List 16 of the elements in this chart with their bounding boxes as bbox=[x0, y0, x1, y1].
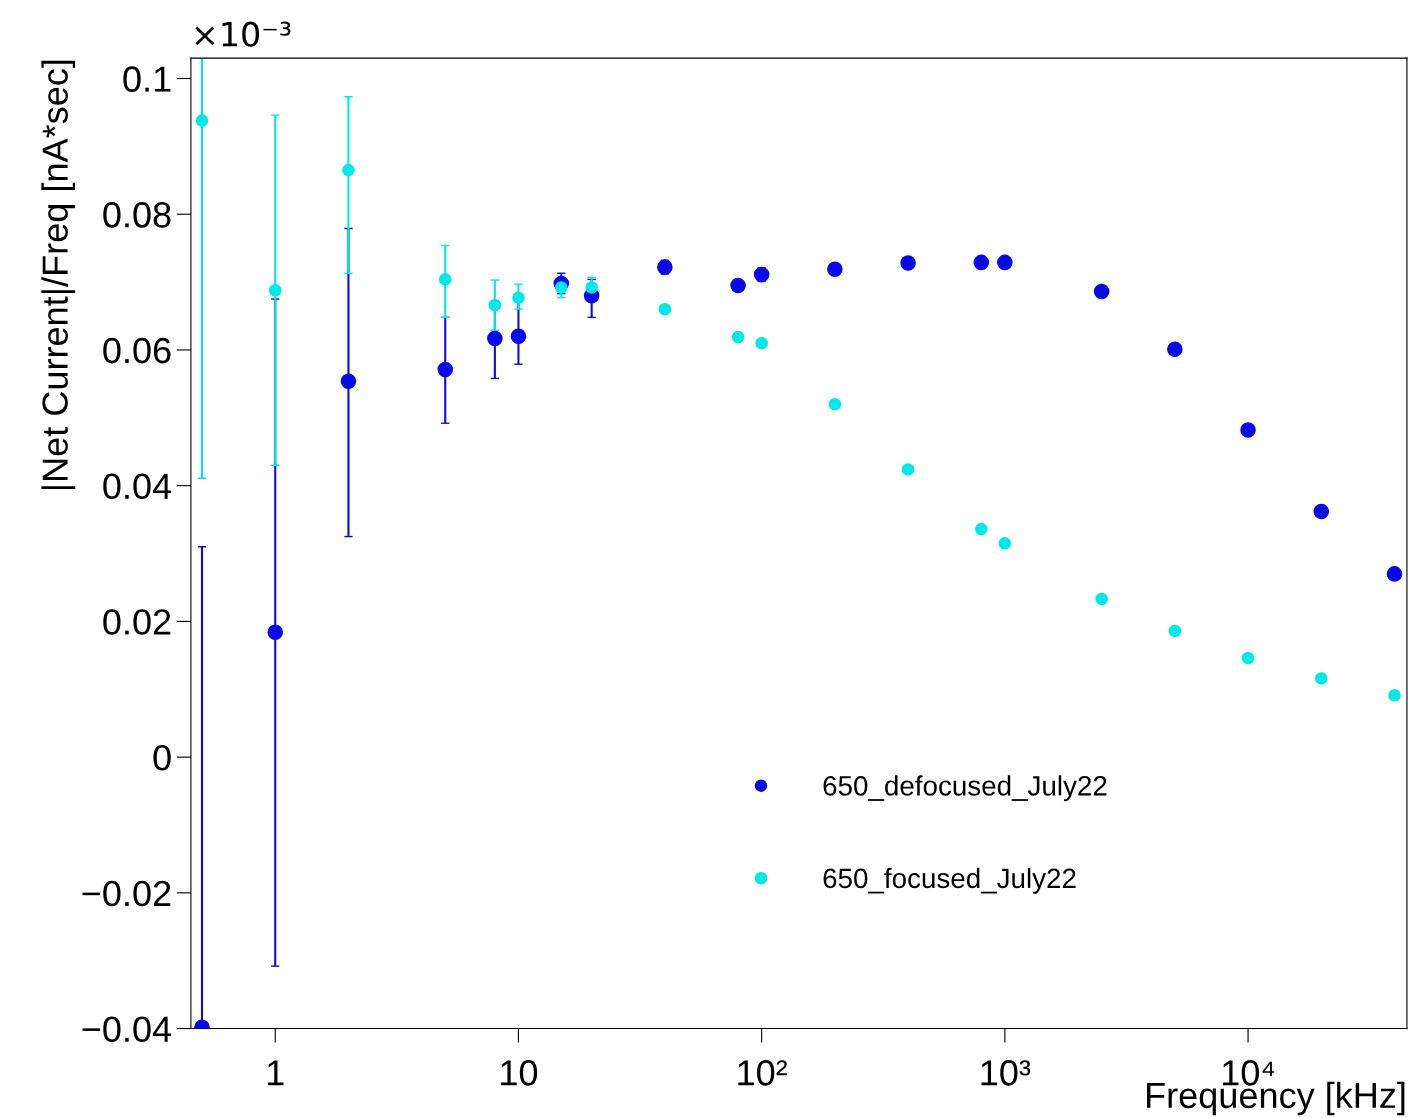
y-tick-label: 0.02 bbox=[103, 609, 171, 635]
y-tick-label: 0.08 bbox=[103, 202, 171, 228]
x-tick-label: 10² bbox=[738, 1060, 788, 1086]
x-tick-label: 10³ bbox=[981, 1060, 1031, 1086]
text: ×10⁻³ bbox=[195, 21, 291, 47]
y-tick-label: 0.04 bbox=[103, 473, 172, 500]
y-tick-label: 0 bbox=[153, 744, 171, 771]
y-axis-title: |Net Current|/Freq [nA*sec] bbox=[41, 60, 76, 490]
y-tick-label: 0.06 bbox=[103, 337, 171, 364]
x-tick-label: 1 bbox=[267, 1060, 284, 1086]
legend-label: 650_focused_July22 bbox=[823, 867, 1076, 894]
y-tick-label: −0.04 bbox=[82, 1016, 172, 1042]
y-tick-label: −0.02 bbox=[82, 880, 171, 907]
legend-label: 650_defocused_July22 bbox=[823, 775, 1107, 802]
y-tick-label: 0.1 bbox=[123, 66, 171, 92]
x-tick-label: 10 bbox=[501, 1060, 538, 1086]
